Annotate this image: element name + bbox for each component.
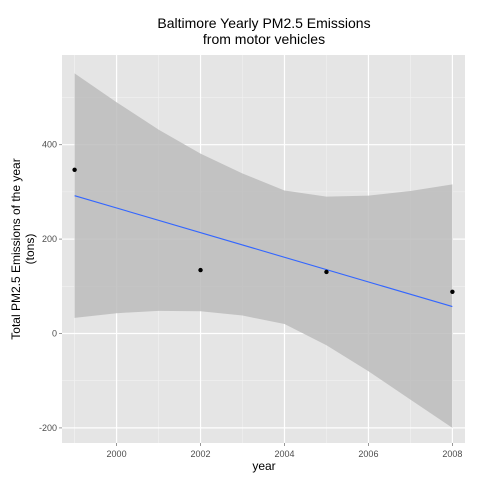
y-axis-ticks: -200 0 200 400 — [39, 140, 62, 433]
y-tick-label: 0 — [52, 328, 57, 338]
x-tick-label: 2002 — [191, 449, 211, 459]
chart-title-line-1: Baltimore Yearly PM2.5 Emissions — [157, 15, 370, 31]
x-tick-label: 2004 — [274, 449, 294, 459]
x-tick-label: 2008 — [442, 449, 462, 459]
data-point — [198, 267, 203, 273]
x-tick-label: 2000 — [107, 449, 127, 459]
data-points — [72, 167, 455, 295]
x-axis-ticks: 2000 2002 2004 2006 2008 — [107, 443, 462, 459]
trend-line — [74, 195, 453, 308]
y-tick-label: 400 — [42, 140, 57, 150]
data-point — [450, 289, 455, 295]
y-axis-title-line-2: (tons) — [23, 234, 37, 265]
y-axis-title-line-1: Total PM2.5 Emissions of the year — [9, 158, 23, 339]
x-axis-title: year — [252, 459, 275, 473]
x-tick-label: 2006 — [358, 449, 378, 459]
data-point — [324, 269, 329, 275]
data-point — [72, 167, 77, 172]
y-tick-label: 200 — [42, 234, 57, 244]
chart-title-line-2: from motor vehicles — [203, 31, 325, 47]
y-tick-label: -200 — [39, 423, 57, 433]
